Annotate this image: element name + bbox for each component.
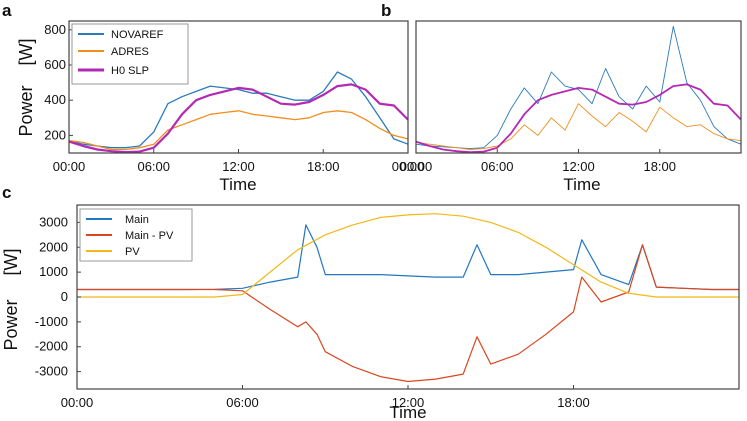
x-tick-label: 12:00 bbox=[392, 395, 425, 410]
panel-a-series bbox=[68, 71, 409, 154]
panel-b-series bbox=[415, 25, 742, 154]
x-tick-label: 18:00 bbox=[557, 395, 590, 410]
panel-label-b: b bbox=[381, 1, 391, 20]
legend-label-main: Main bbox=[125, 214, 149, 226]
panel-a-line-h0-slp bbox=[68, 83, 409, 154]
y-tick-label: 3000 bbox=[39, 214, 68, 229]
panel-c-ylabel: Power bbox=[1, 299, 21, 350]
panel-c-legend: Main Main - PV PV bbox=[79, 208, 193, 262]
legend-label-main-pv: Main - PV bbox=[125, 230, 174, 242]
panel-a-line-adres bbox=[68, 110, 409, 151]
y-tick-label: 400 bbox=[44, 92, 66, 107]
panel-b-ticks: 00:00 06:00 12:00 18:00 bbox=[400, 149, 676, 174]
x-tick-label: 12:00 bbox=[562, 159, 595, 174]
x-tick-label: 00:00 bbox=[53, 159, 86, 174]
x-tick-label: 12:00 bbox=[222, 159, 255, 174]
x-tick-label: 06:00 bbox=[226, 395, 259, 410]
panel-b-line-series-2 bbox=[415, 83, 742, 154]
panel-c-yunit: [W] bbox=[1, 249, 21, 276]
y-tick-label: 2000 bbox=[39, 239, 68, 254]
panel-label-c: c bbox=[2, 183, 11, 202]
y-tick-label: 1000 bbox=[39, 264, 68, 279]
y-tick-label: -1000 bbox=[35, 314, 68, 329]
panel-c-chart: 00:00 06:00 12:00 18:00 -3000 -2000 -1000 0 1000… bbox=[1, 204, 740, 421]
panel-label-a: a bbox=[2, 1, 12, 20]
x-tick-label: 06:00 bbox=[137, 159, 170, 174]
x-tick-label: 18:00 bbox=[307, 159, 340, 174]
panel-c-line-pv bbox=[77, 213, 739, 298]
legend-label-adres: ADRES bbox=[111, 46, 149, 58]
panel-a-legend: NOVAREF ADRES H0 SLP bbox=[71, 23, 189, 85]
y-tick-label: 0 bbox=[61, 289, 68, 304]
panel-c-series bbox=[77, 213, 739, 383]
panel-b-xlabel: Time bbox=[563, 175, 600, 194]
panel-c-xlabel: Time bbox=[389, 403, 426, 421]
panel-a-xlabel: Time bbox=[219, 175, 256, 194]
y-tick-label: -2000 bbox=[35, 339, 68, 354]
y-tick-label: 800 bbox=[44, 22, 66, 37]
panel-a-ticks: 00:00 06:00 12:00 18:00 00:00 200 400 600 800 bbox=[44, 22, 424, 174]
panel-c-line-main-pv bbox=[77, 244, 739, 383]
panel-c-ticks: 00:00 06:00 12:00 18:00 -3000 -2000 -1000 0 1000… bbox=[35, 214, 590, 410]
y-tick-label: -3000 bbox=[35, 364, 68, 379]
x-tick-label: 18:00 bbox=[643, 159, 676, 174]
x-tick-label: 00:00 bbox=[61, 395, 94, 410]
panel-a-ylabel: Power bbox=[16, 85, 36, 136]
panel-a-chart: 00:00 06:00 12:00 18:00 00:00 200 400 600 800 Ti… bbox=[16, 20, 424, 194]
legend-box bbox=[79, 208, 193, 262]
panel-a-yunit: [W] bbox=[16, 39, 36, 66]
legend-label-pv: PV bbox=[125, 246, 140, 258]
panel-b-line-series-1 bbox=[415, 103, 742, 150]
y-tick-label: 600 bbox=[44, 57, 66, 72]
panel-b-line-series-0 bbox=[415, 25, 742, 150]
panel-b-chart: 00:00 06:00 12:00 18:00 Time bbox=[400, 20, 742, 194]
legend-label-novaref: NOVAREF bbox=[111, 29, 164, 41]
x-tick-label: 00:00 bbox=[392, 159, 425, 174]
panel-a-line-novaref bbox=[68, 71, 409, 149]
y-tick-label: 200 bbox=[44, 127, 66, 142]
legend-label-h0slp: H0 SLP bbox=[111, 65, 149, 77]
x-tick-label: 06:00 bbox=[481, 159, 514, 174]
x-tick-label: 00:00 bbox=[400, 159, 433, 174]
